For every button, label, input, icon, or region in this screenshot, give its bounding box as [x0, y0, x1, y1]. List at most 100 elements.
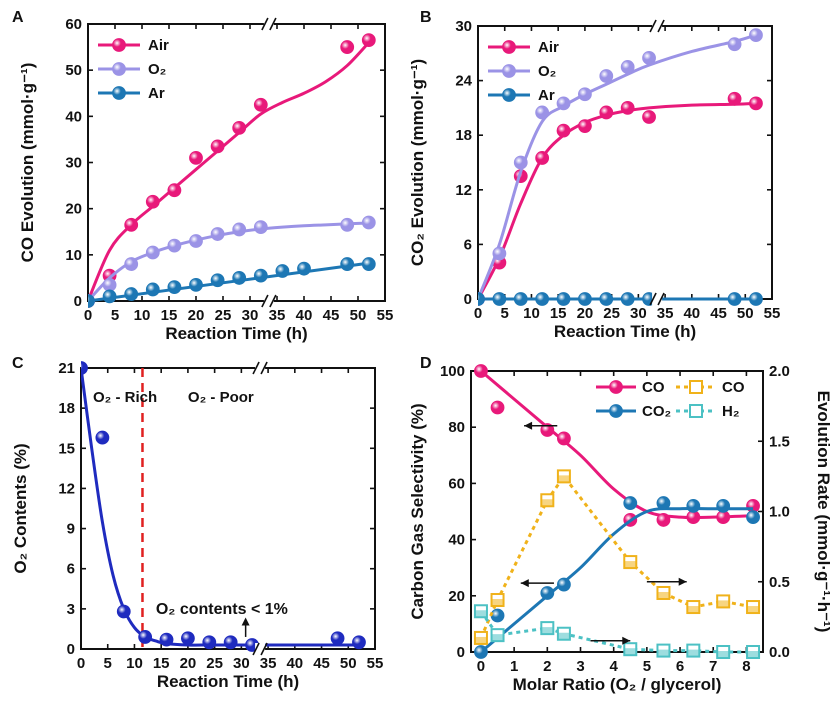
panel-d-y2tick-label: 0.5 [769, 574, 790, 591]
panel-b-legend-marker [502, 64, 516, 78]
panel-a-ytick-label: 0 [74, 293, 82, 310]
panel-b-series-1-point [642, 50, 656, 65]
panel-b-legend-marker [502, 40, 516, 54]
panel-a-series-2-point [145, 282, 160, 297]
panel-d-series-0-fit-line [479, 369, 754, 520]
panel-b-xtick-label: 10 [523, 305, 540, 322]
panel-a-series-0-point [253, 97, 268, 112]
panel-b-xlabel: Reaction Time (h) [554, 322, 696, 341]
panel-a-legend-marker [112, 86, 126, 100]
panel-d-y2tick-label: 2.0 [769, 363, 790, 380]
panel-d-series-2-marker-fill [747, 606, 760, 614]
panel-b-xtick-label: 55 [764, 305, 781, 322]
panel-label-d: D [420, 355, 432, 372]
panel-b-series-1-point [556, 96, 571, 111]
panel-d-series-0-point [656, 513, 671, 527]
panel-a-xtick-label: 20 [188, 307, 205, 324]
panel-d-series-3-marker-fill [747, 651, 760, 658]
panel-d-legend-marker [689, 380, 703, 394]
panel-b-series-2-point [535, 292, 550, 306]
panel-a-series-2-point [189, 277, 203, 292]
panel-b-legend-label: O₂ [538, 63, 556, 80]
panel-a-axis-break-gap [263, 295, 274, 307]
panel-d-axis-arrowhead [524, 421, 533, 430]
panel-c-series-0-point [81, 361, 88, 375]
panel-b-axis-break-gap [652, 293, 663, 305]
panel-d-series-2-marker-fill [541, 499, 554, 507]
panel-b-legend-label: Air [538, 39, 559, 56]
panel-a-series-1-point [340, 217, 355, 232]
panel-d-series-0-point [540, 423, 555, 437]
panel-d-series-2-marker-fill [491, 599, 504, 607]
panel-label-b: B [420, 9, 432, 26]
panel-a-series-0-point [232, 120, 247, 135]
panel-d-axis-arrowhead [622, 636, 631, 645]
panel-d-series-0-point [557, 431, 571, 446]
panel-c-xtick-label: 10 [126, 655, 143, 672]
panel-a-series-1-point [167, 238, 182, 253]
panel-c-series-0-point [223, 635, 238, 650]
panel-b-series-0-point [727, 91, 742, 106]
panel-d-xtick-label: 2 [543, 658, 551, 675]
panel-d-ytick-label: 60 [448, 475, 465, 492]
panel-d-series-1-point [656, 496, 671, 510]
panel-b-ytick-label: 24 [455, 73, 472, 90]
panel-c-xtick-label: 25 [206, 655, 223, 672]
panel-c-axis-break-gap [255, 643, 266, 655]
panel-c-ytick-label: 15 [58, 440, 75, 457]
panel-d-axis-arrowhead [520, 579, 529, 588]
panel-a-series-2-point [297, 261, 311, 276]
panel-d-series-0-point [474, 364, 488, 378]
panel-b-xtick-label: 35 [657, 305, 674, 322]
panel-d-series-3-marker-fill [557, 632, 570, 640]
panel-b-series-0-point [599, 105, 614, 120]
panel-c-xtick-label: 35 [260, 655, 277, 672]
panel-d-legend-marker [609, 404, 623, 418]
panel-c-axis-break-mark [252, 642, 260, 656]
panel-d-xtick-label: 4 [610, 658, 619, 675]
panel-d-ytick-label: 20 [448, 588, 465, 605]
panel-a-axis-break-top-gap [263, 18, 274, 30]
panel-c-xtick-label: 15 [153, 655, 170, 672]
panel-a-xtick-label: 0 [84, 307, 92, 324]
panel-d-series-3-marker-fill [687, 649, 700, 657]
panel-d-series-1-point [686, 498, 701, 513]
panel-c-series-0-point [116, 604, 131, 619]
panel-a-series-1-point [361, 215, 376, 230]
panel-c-plot-area [81, 361, 366, 652]
panel-d-xlabel: Molar Ratio (O₂ / glycerol) [513, 675, 722, 694]
panel-a-xtick-label: 40 [296, 307, 313, 324]
panel-c-xtick-label: 50 [340, 655, 357, 672]
panel-d-series-0-point [490, 400, 505, 415]
panel-c-xtick-label: 20 [180, 655, 197, 672]
panel-d-series-1-point [490, 608, 505, 623]
panel-c-xtick-label: 30 [233, 655, 250, 672]
panel-a-xlabel: Reaction Time (h) [165, 324, 307, 343]
panel-b-xtick-label: 30 [630, 305, 647, 322]
panel-c-xtick-label: 55 [367, 655, 384, 672]
panel-b-plot-area [478, 28, 763, 306]
panel-a-series-2-point [340, 257, 355, 271]
panel-a-series-0-point [340, 40, 355, 54]
panel-a-plot-area [88, 33, 376, 308]
panel-c-xtick-label: 40 [286, 655, 303, 672]
panel-c-region-poor: O₂ - Poor [188, 389, 254, 406]
panel-a-legend-label: Air [148, 37, 169, 54]
panel-label-a: A [12, 9, 24, 26]
panel-a-series-1-point [232, 222, 247, 237]
panel-a-ytick-label: 10 [65, 247, 82, 264]
panel-d-series-2-marker-fill [657, 591, 670, 599]
panel-d-series-2-marker-fill [624, 561, 637, 569]
panel-d-legend-label: CO₂ [642, 403, 671, 420]
panel-d-series-2-marker-fill [474, 636, 487, 644]
panel-b-xtick-label: 5 [501, 305, 509, 322]
panel-a-axis-break-mark [269, 294, 277, 308]
panel-label-c: C [12, 355, 24, 372]
panel-b-series-0-point [749, 96, 763, 111]
panel-c-series-0-point [352, 635, 366, 650]
panel-c-series-0-point [95, 430, 110, 445]
panel-c-region-rich: O₂ - Rich [93, 389, 157, 406]
panel-a-series-0-point [210, 139, 225, 154]
panel-b-series-0-point [578, 119, 592, 133]
panel-a-ytick-label: 60 [65, 16, 82, 33]
